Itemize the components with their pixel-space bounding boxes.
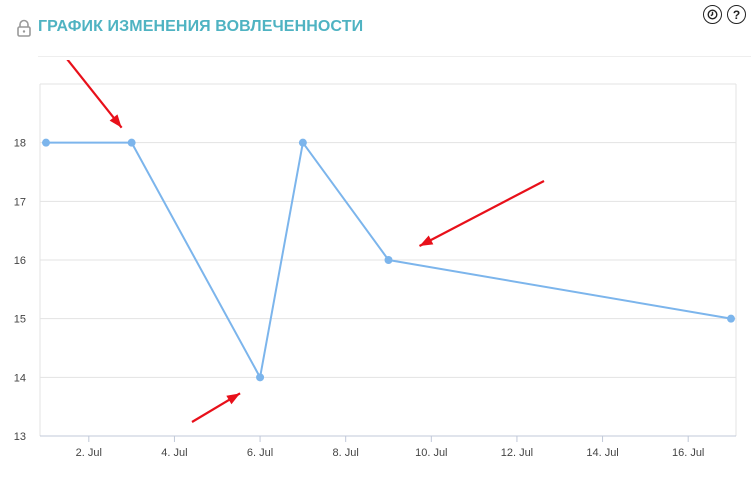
y-tick-label: 14 <box>14 372 26 384</box>
annotation-arrows <box>66 60 545 423</box>
x-tick-label: 14. Jul <box>586 447 618 459</box>
annotation-arrow-head <box>419 235 434 246</box>
y-tick-label: 18 <box>14 138 26 150</box>
data-point <box>256 373 265 382</box>
annotation-arrow-line <box>66 60 123 129</box>
help-icon[interactable]: ? <box>727 5 746 24</box>
lock-icon <box>17 19 31 37</box>
data-point <box>727 314 735 323</box>
series-line-path <box>46 141 732 379</box>
x-tick-label: 8. Jul <box>333 447 359 459</box>
x-tick-label: 10. Jul <box>415 447 447 459</box>
y-tick-label: 13 <box>14 431 26 443</box>
clock-icon[interactable] <box>703 5 722 24</box>
y-tick-label: 17 <box>14 196 26 208</box>
data-point <box>298 138 307 147</box>
x-tick-label: 16. Jul <box>672 447 704 459</box>
y-tick-label: 16 <box>14 255 26 267</box>
y-axis: 13 14 15 16 17 18 <box>14 138 26 443</box>
data-point <box>384 256 393 264</box>
data-point <box>42 138 50 147</box>
series-line <box>42 138 735 382</box>
x-tick-label: 4. Jul <box>161 447 187 459</box>
engagement-line-chart: 13 14 15 16 17 18 2. Jul 4. Jul 6. Jul 8. Jul 10.… <box>14 60 737 459</box>
header-divider <box>38 56 751 57</box>
annotation-arrow-head <box>109 114 122 128</box>
y-tick-label: 15 <box>14 314 26 326</box>
x-tick-label: 6. Jul <box>247 447 273 459</box>
data-point <box>127 138 136 147</box>
x-tick-label: 2. Jul <box>76 447 102 459</box>
x-axis: 2. Jul 4. Jul 6. Jul 8. Jul 10. Jul 12. Jul 14… <box>40 435 736 459</box>
annotation-arrow-line <box>418 180 545 247</box>
x-tick-label: 12. Jul <box>501 447 533 459</box>
chart-title: ГРАФИК ИЗМЕНЕНИЯ ВОВЛЕЧЕННОСТИ <box>38 18 364 35</box>
chart-header: ГРАФИК ИЗМЕНЕНИЯ ВОВЛЕЧЕННОСТИ ? <box>0 0 751 56</box>
annotation-arrow-head <box>226 393 241 405</box>
